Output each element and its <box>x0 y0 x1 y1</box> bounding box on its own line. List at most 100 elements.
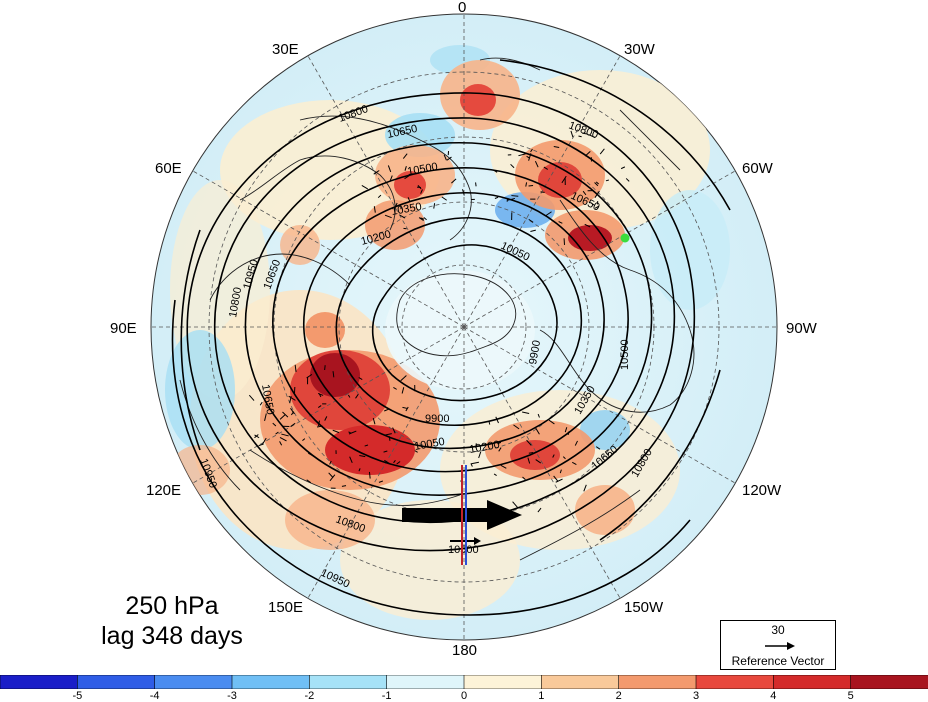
wind-vector <box>494 196 499 199</box>
wind-vector <box>528 218 534 223</box>
colorbar-segment <box>309 675 388 689</box>
wind-vector <box>530 148 533 153</box>
wind-vector <box>282 411 289 418</box>
colorbar-tick-label: -2 <box>304 690 315 702</box>
wind-vector <box>497 441 502 445</box>
wind-vector <box>620 166 626 170</box>
reference-vector-arrow <box>765 642 795 650</box>
wind-vector <box>522 476 526 480</box>
wind-vector <box>512 501 519 508</box>
wind-vector <box>462 189 465 196</box>
wind-vector <box>332 429 340 434</box>
wind-vector <box>513 424 520 430</box>
lon-label-150e: 150E <box>268 599 304 616</box>
wind-vector <box>399 214 406 219</box>
wind-vector <box>302 438 306 442</box>
wind-vector <box>393 386 397 390</box>
wind-vector <box>308 452 316 458</box>
wind-vector <box>510 163 515 169</box>
wind-vector <box>537 507 542 513</box>
wind-vector <box>324 365 326 371</box>
wind-vector <box>522 411 530 414</box>
contour-label: 9900 <box>527 339 543 365</box>
colorbar-segment <box>541 675 620 689</box>
station-marker <box>620 233 630 243</box>
wind-vector <box>279 414 286 420</box>
colorbar-tick-label: -4 <box>149 690 160 702</box>
reference-vector-magnitude: 30 <box>771 623 785 637</box>
wind-vector <box>584 151 591 157</box>
wind-vectors <box>248 130 630 513</box>
contour-label: 9900 <box>425 413 449 425</box>
wind-vector <box>420 189 423 194</box>
lon-label-0: 0 <box>458 0 467 16</box>
lon-label-60w: 60W <box>742 160 773 177</box>
wind-vector <box>555 478 563 483</box>
graticule <box>151 14 777 640</box>
wind-vector <box>294 364 297 372</box>
wind-vector <box>349 456 353 464</box>
wind-vector <box>290 411 295 416</box>
colorbar-tick-label: 5 <box>847 690 854 702</box>
wind-vector <box>404 175 410 180</box>
contour-label: 10800 <box>227 286 244 318</box>
wind-vector <box>500 464 507 469</box>
colorbar-segment <box>695 675 775 689</box>
wind-vector <box>478 451 482 459</box>
wind-vector <box>324 416 328 421</box>
wind-vector <box>316 425 323 428</box>
colorbar-tick-label: 3 <box>692 690 700 702</box>
wind-vector <box>451 178 457 184</box>
wind-vector <box>470 463 473 467</box>
pressure-level-label: 250 hPa <box>125 592 219 620</box>
wind-vector <box>318 393 322 398</box>
wind-vector <box>384 214 392 219</box>
contour-label: 10050 <box>413 436 445 453</box>
wind-vector <box>306 479 312 484</box>
wind-vector <box>594 182 599 187</box>
wind-vector <box>528 451 534 454</box>
wind-vector <box>259 401 263 406</box>
wind-vector <box>561 175 567 184</box>
wind-vector <box>329 474 336 482</box>
wind-vector <box>341 485 347 487</box>
wind-vector <box>378 480 384 483</box>
wind-vector <box>443 154 447 161</box>
wind-vector <box>290 422 296 427</box>
lon-label-30e: 30E <box>272 41 299 58</box>
wind-vector <box>423 217 427 221</box>
wind-vector <box>383 433 392 436</box>
lon-label-120w: 120W <box>742 482 782 499</box>
wind-vector <box>528 153 532 161</box>
colorbar-tick-label: -3 <box>227 690 237 702</box>
wind-vector <box>384 459 392 465</box>
wind-vector <box>518 153 526 157</box>
wind-vector <box>418 217 424 221</box>
wind-vector <box>564 427 568 433</box>
wind-vector <box>400 375 407 382</box>
wind-vector <box>552 454 555 458</box>
lag-label: lag 348 days <box>101 622 243 650</box>
wind-vector <box>373 170 380 175</box>
wind-vector <box>328 472 334 478</box>
wind-vector <box>570 130 574 138</box>
wind-vector <box>433 203 436 209</box>
wind-vector <box>402 406 408 409</box>
wind-vector <box>471 461 479 465</box>
wind-vector <box>574 440 578 446</box>
wind-vector <box>264 413 267 421</box>
colorbar-segment <box>77 675 156 689</box>
wind-vector <box>498 447 502 452</box>
wind-vector <box>401 387 405 394</box>
wind-vector <box>389 175 393 182</box>
wind-vector <box>254 434 259 439</box>
wind-vector <box>540 191 545 193</box>
wind-vector <box>583 484 587 492</box>
wind-vector <box>584 223 591 228</box>
wind-vector <box>275 431 279 435</box>
wind-vector <box>578 135 582 138</box>
wind-vector <box>545 211 552 216</box>
wind-vector <box>625 178 630 182</box>
wind-vector <box>383 450 388 453</box>
